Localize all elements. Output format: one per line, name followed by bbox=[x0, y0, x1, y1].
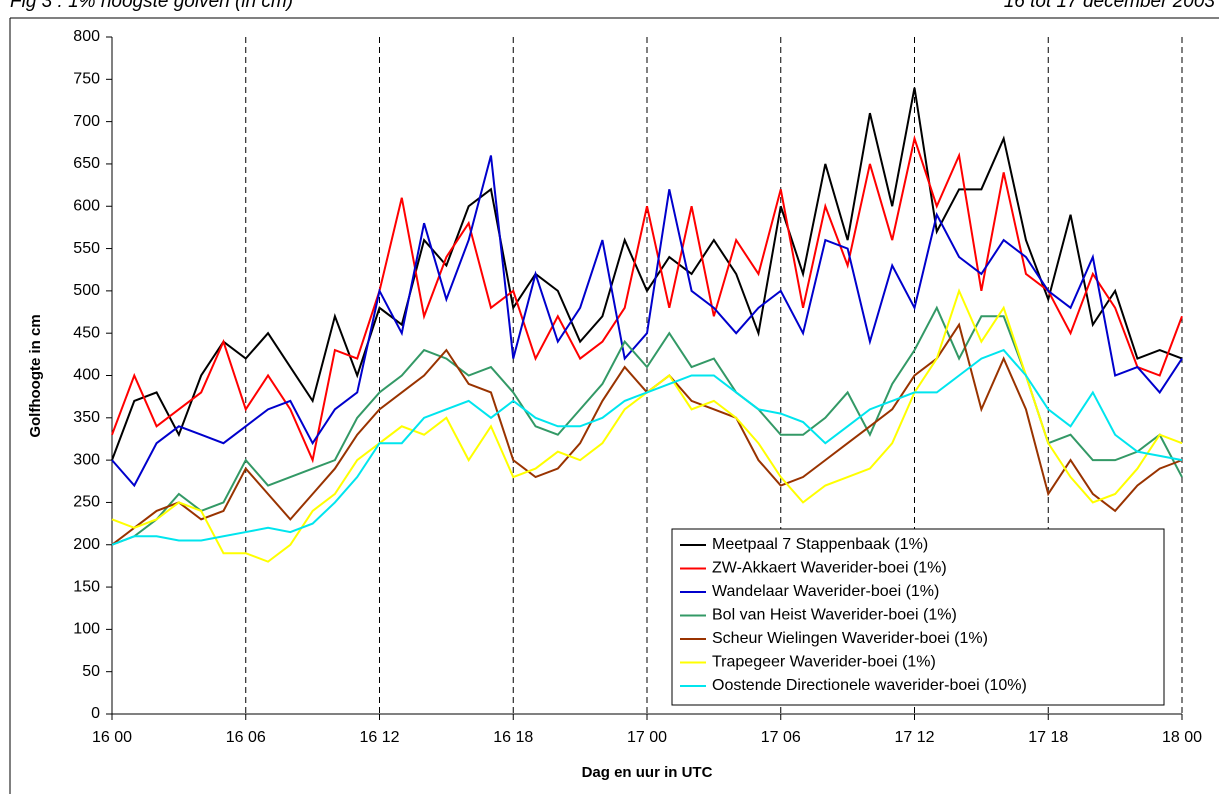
legend-label: Bol van Heist Waverider-boei (1%) bbox=[712, 607, 957, 624]
series-line bbox=[111, 87, 1183, 461]
chart-title: Fig 3 : 1% hoogste golven (in cm) bbox=[10, 0, 293, 12]
x-tick-label: 16 06 bbox=[226, 729, 266, 746]
y-tick-label: 350 bbox=[73, 409, 100, 426]
y-tick-label: 700 bbox=[73, 113, 100, 130]
y-tick-label: 450 bbox=[73, 324, 100, 341]
x-tick-label: 18 00 bbox=[1162, 729, 1202, 746]
legend-label: ZW-Akkaert Waverider-boei (1%) bbox=[712, 560, 947, 577]
x-axis-title: Dag en uur in UTC bbox=[582, 764, 713, 781]
series-line bbox=[111, 155, 1183, 488]
x-tick-label: 16 18 bbox=[493, 729, 533, 746]
x-tick-label: 17 06 bbox=[761, 729, 801, 746]
y-tick-label: 250 bbox=[73, 494, 100, 511]
y-tick-label: 500 bbox=[73, 282, 100, 299]
y-tick-label: 150 bbox=[73, 578, 100, 595]
y-tick-label: 100 bbox=[73, 621, 100, 638]
series-line bbox=[111, 305, 1183, 546]
legend-label: Meetpaal 7 Stappenbaak (1%) bbox=[712, 536, 928, 553]
y-tick-label: 550 bbox=[73, 240, 100, 257]
y-axis-title: Golfhoogte in cm bbox=[27, 314, 44, 437]
y-tick-label: 650 bbox=[73, 155, 100, 172]
y-tick-label: 750 bbox=[73, 71, 100, 88]
x-tick-label: 16 00 bbox=[92, 729, 132, 746]
legend-label: Wandelaar Waverider-boei (1%) bbox=[712, 583, 939, 600]
x-tick-label: 17 18 bbox=[1028, 729, 1068, 746]
y-tick-label: 200 bbox=[73, 536, 100, 553]
legend-label: Oostende Directionele waverider-boei (10… bbox=[712, 677, 1027, 694]
x-tick-label: 17 00 bbox=[627, 729, 667, 746]
series-line bbox=[111, 134, 1183, 464]
y-tick-label: 300 bbox=[73, 451, 100, 468]
chart-subtitle: 16 tot 17 december 2003 bbox=[1004, 0, 1216, 12]
y-tick-label: 800 bbox=[73, 28, 100, 45]
legend-label: Trapegeer Waverider-boei (1%) bbox=[712, 654, 936, 671]
y-tick-label: 0 bbox=[91, 705, 100, 722]
y-tick-label: 50 bbox=[82, 663, 100, 680]
y-tick-label: 600 bbox=[73, 197, 100, 214]
legend-box bbox=[671, 528, 1165, 706]
x-tick-label: 16 12 bbox=[359, 729, 399, 746]
series-line bbox=[111, 348, 1183, 546]
legend-label: Scheur Wielingen Waverider-boei (1%) bbox=[712, 630, 988, 647]
y-tick-label: 400 bbox=[73, 367, 100, 384]
x-tick-label: 17 12 bbox=[894, 729, 934, 746]
